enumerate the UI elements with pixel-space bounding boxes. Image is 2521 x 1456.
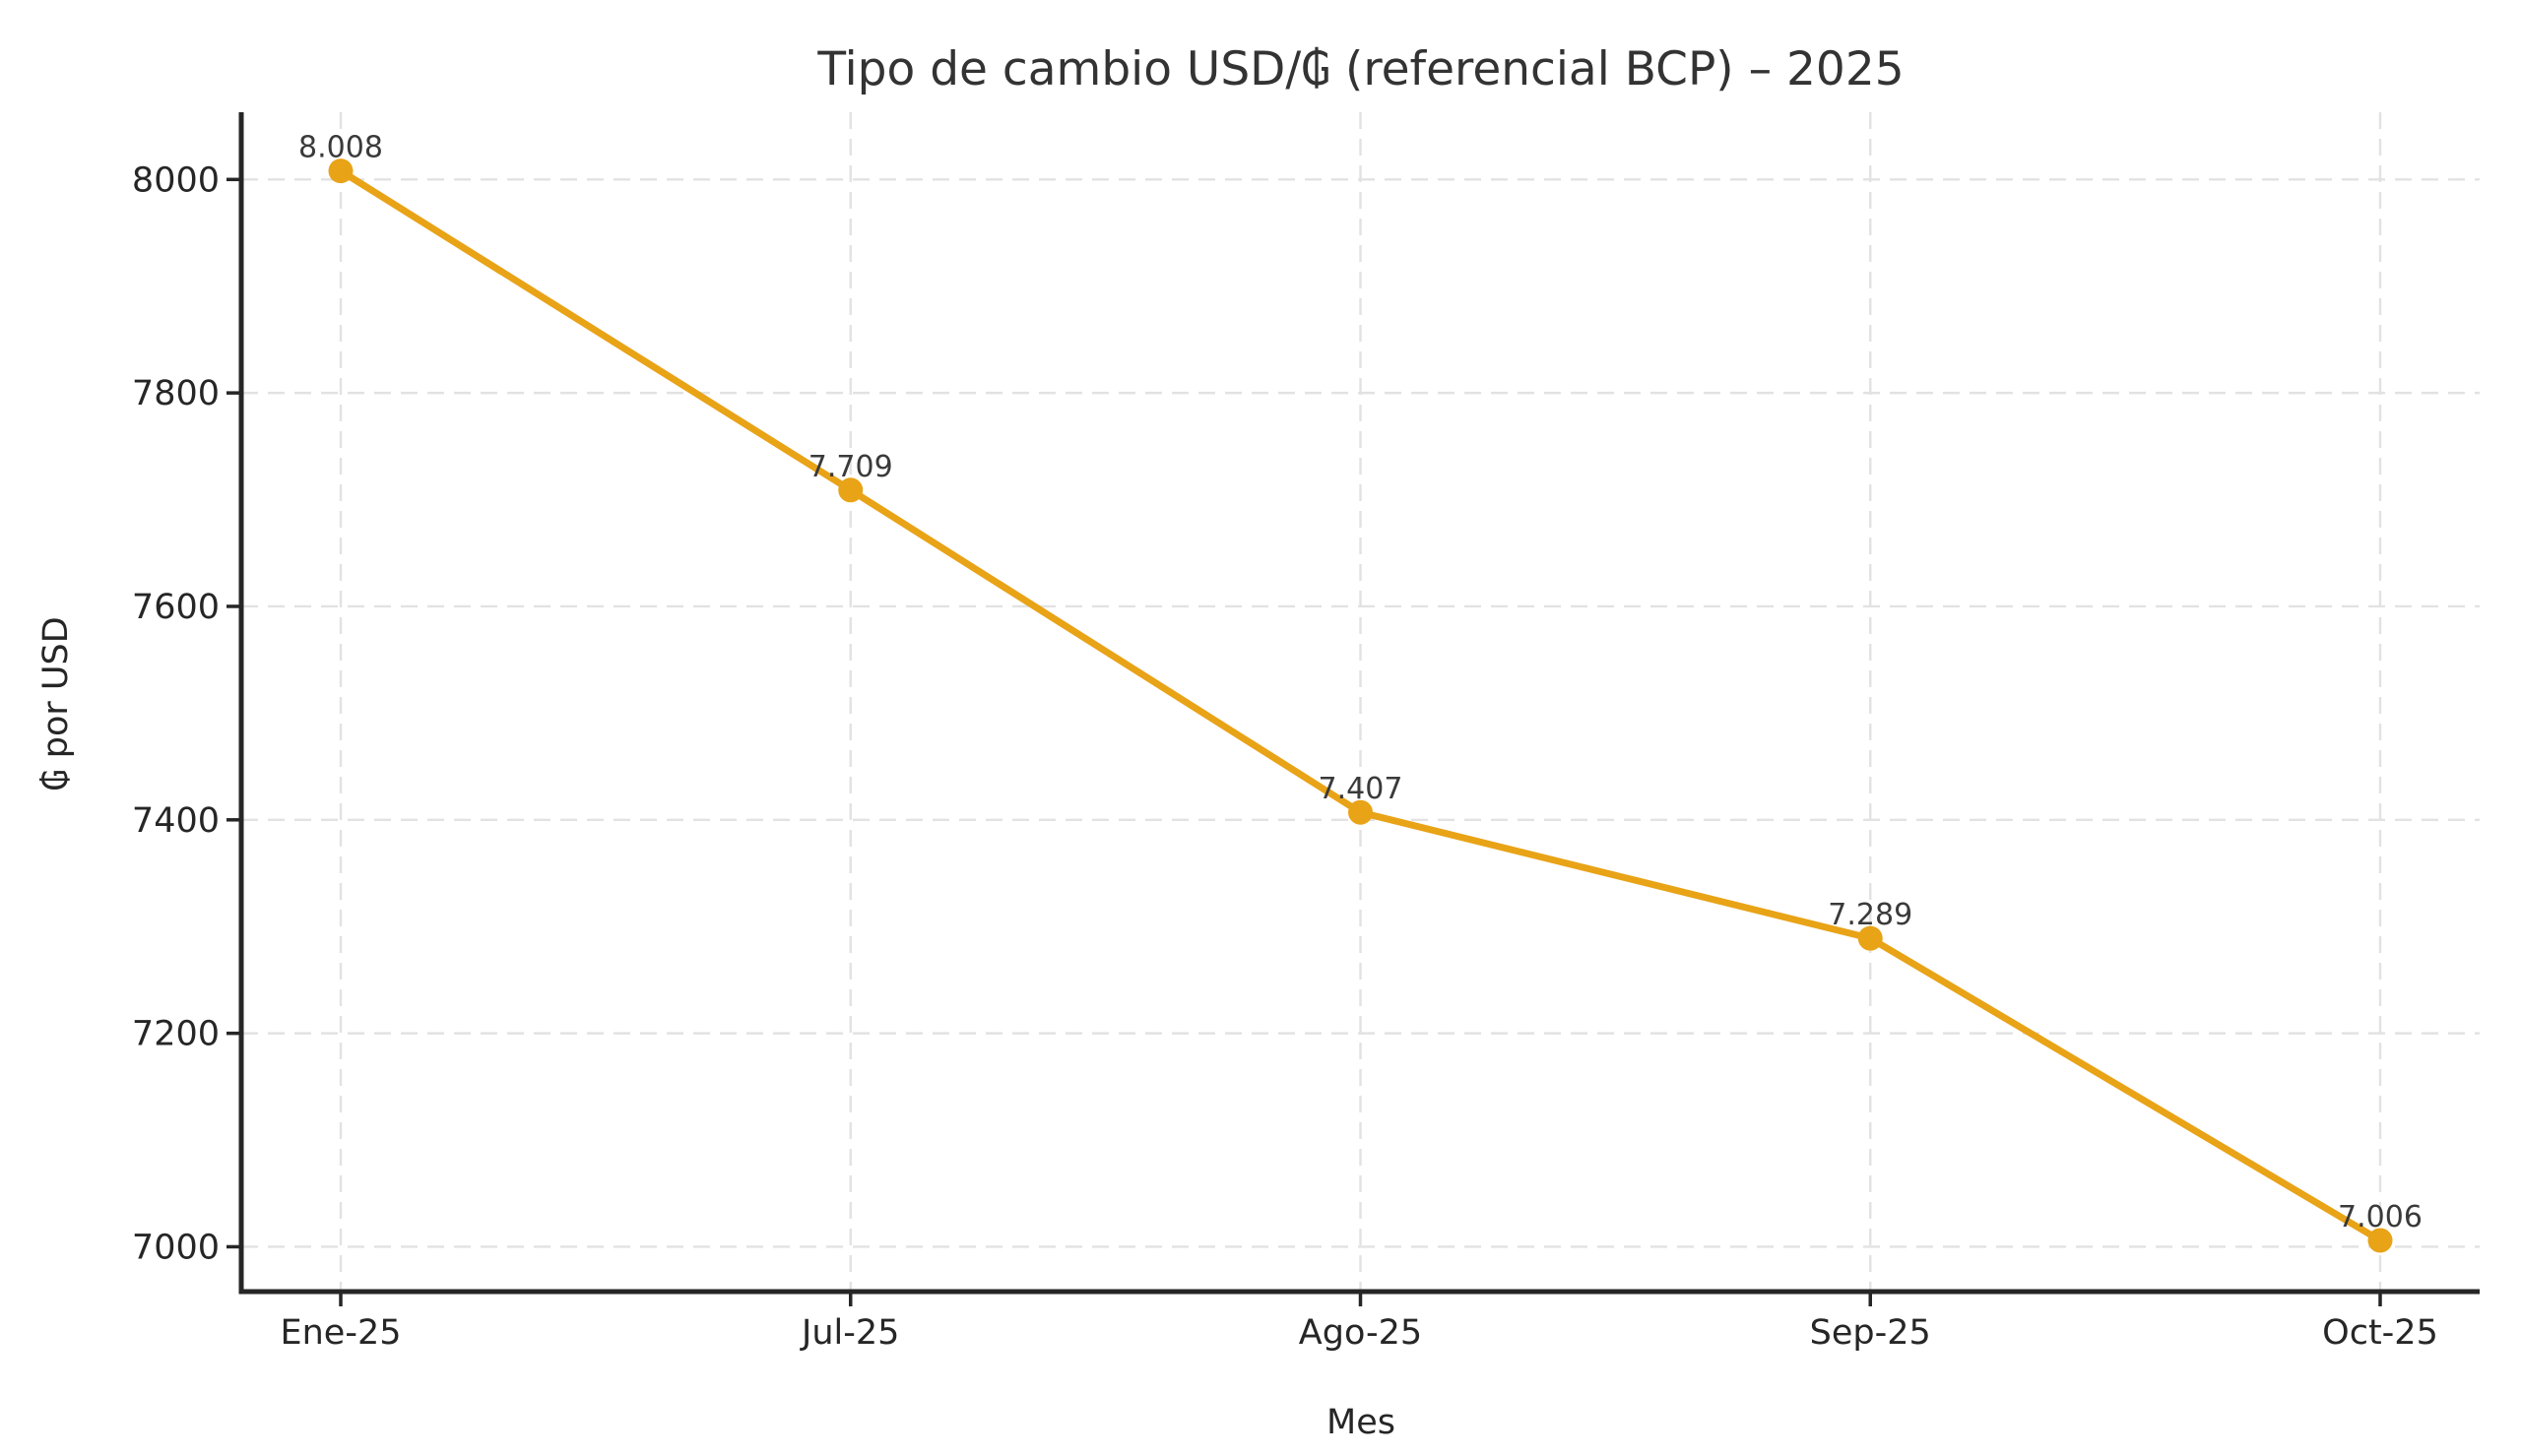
y-tick-label: 7400 bbox=[132, 801, 220, 841]
y-axis-label: ₲ por USD bbox=[36, 616, 76, 791]
x-tick-label: Jul-25 bbox=[800, 1313, 899, 1353]
data-point-label: 7.289 bbox=[1828, 898, 1912, 932]
y-tick-label: 7200 bbox=[132, 1015, 220, 1054]
data-point bbox=[1857, 925, 1883, 951]
data-point bbox=[328, 158, 354, 184]
data-point-label: 8.008 bbox=[298, 131, 383, 165]
data-point-label: 7.407 bbox=[1319, 772, 1403, 806]
data-point-label: 7.006 bbox=[2338, 1200, 2423, 1234]
plot-area: 7000 7200 7400 7600 7800 8000 Ene-25 Jul-25 Ago-… bbox=[132, 112, 2480, 1353]
y-tick-label: 7600 bbox=[132, 588, 220, 627]
x-tick-label: Sep-25 bbox=[1810, 1313, 1931, 1353]
y-tick-label: 7800 bbox=[132, 374, 220, 413]
chart-title: Tipo de cambio USD/₲ (referencial BCP) –… bbox=[816, 42, 1904, 96]
data-point-label: 7.709 bbox=[808, 450, 893, 484]
y-tick-label: 7000 bbox=[132, 1228, 220, 1267]
y-tick-label: 8000 bbox=[132, 160, 220, 200]
x-tick-label: Ago-25 bbox=[1299, 1313, 1422, 1353]
x-tick-label: Ene-25 bbox=[281, 1313, 402, 1353]
x-tick-label: Oct-25 bbox=[2322, 1313, 2438, 1353]
x-axis-label: Mes bbox=[1326, 1403, 1395, 1442]
data-point bbox=[838, 477, 864, 503]
data-point bbox=[2367, 1228, 2393, 1253]
data-point bbox=[1348, 799, 1373, 825]
